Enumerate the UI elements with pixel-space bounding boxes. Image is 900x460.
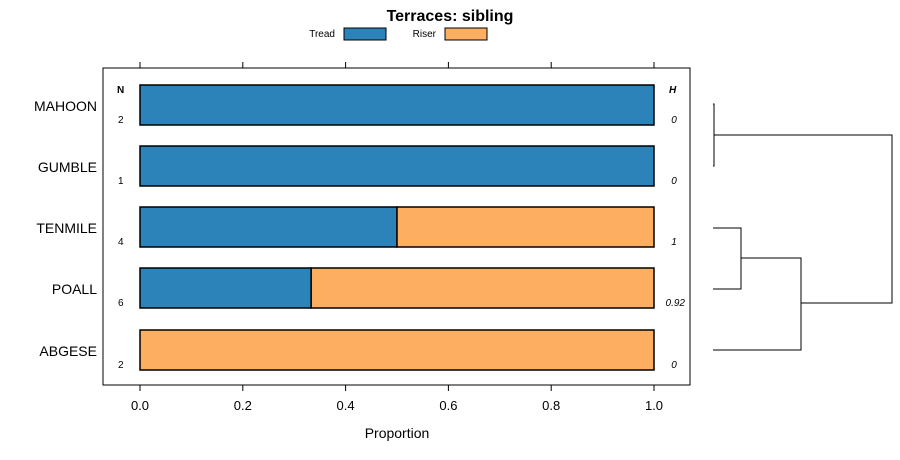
x-axis-title: Proportion	[365, 425, 430, 441]
x-tick-label-5: 1.0	[645, 398, 663, 413]
n-value-mahoon: 2	[118, 115, 124, 126]
n-column-header: N	[117, 85, 124, 96]
h-value-mahoon: 0	[671, 115, 677, 126]
x-tick-label-1: 0.2	[234, 398, 252, 413]
x-axis: 0.0 0.2 0.4 0.6 0.8 1.0	[131, 62, 663, 413]
bar-abgese-riser	[139, 329, 655, 371]
dendrogram	[713, 103, 893, 351]
legend-swatch-tread	[343, 27, 387, 41]
bar-gumble-tread	[139, 145, 655, 187]
x-tick-label-3: 0.6	[439, 398, 457, 413]
h-value-abgese: 0	[671, 360, 677, 371]
h-value-tenmile: 1	[671, 237, 677, 248]
bars-group	[139, 84, 655, 371]
legend-label-tread: Tread	[309, 29, 335, 40]
bar-mahoon-tread	[139, 84, 655, 126]
h-column-header: H	[669, 85, 677, 96]
dendrogram-branch-abgese	[713, 257, 802, 351]
category-label-tenmile: TENMILE	[36, 220, 97, 236]
dendrogram-branch-root	[714, 134, 893, 304]
n-value-poall: 6	[118, 298, 124, 309]
dendrogram-branch-mahoon-gumble	[713, 103, 715, 167]
bar-tenmile-tread	[139, 206, 398, 248]
legend-label-riser: Riser	[413, 29, 437, 40]
n-value-abgese: 2	[118, 360, 124, 371]
category-label-abgese: ABGESE	[39, 343, 97, 359]
category-labels: MAHOON 2 0 GUMBLE 1 0 TENMILE 4 1 POALL 6 0.92 ABGES…	[34, 98, 685, 371]
x-tick-label-4: 0.8	[542, 398, 560, 413]
bar-tenmile-riser	[396, 206, 655, 248]
bar-poall-riser	[310, 267, 655, 309]
x-tick-label-0: 0.0	[131, 398, 149, 413]
n-value-tenmile: 4	[118, 237, 124, 248]
dendrogram-branch-tenmile-poall	[713, 227, 742, 290]
n-value-gumble: 1	[118, 176, 124, 187]
plot-panel	[102, 67, 691, 386]
chart-title: Terraces: sibling	[387, 8, 514, 25]
x-tick-label-2: 0.4	[337, 398, 355, 413]
category-label-poall: POALL	[52, 281, 97, 297]
h-value-poall: 0.92	[666, 298, 686, 309]
bar-poall-tread	[139, 267, 312, 309]
h-value-gumble: 0	[671, 176, 677, 187]
category-label-gumble: GUMBLE	[38, 159, 97, 175]
category-label-mahoon: MAHOON	[34, 98, 97, 114]
legend-swatch-riser	[444, 27, 488, 41]
legend: Tread Riser	[309, 27, 488, 41]
